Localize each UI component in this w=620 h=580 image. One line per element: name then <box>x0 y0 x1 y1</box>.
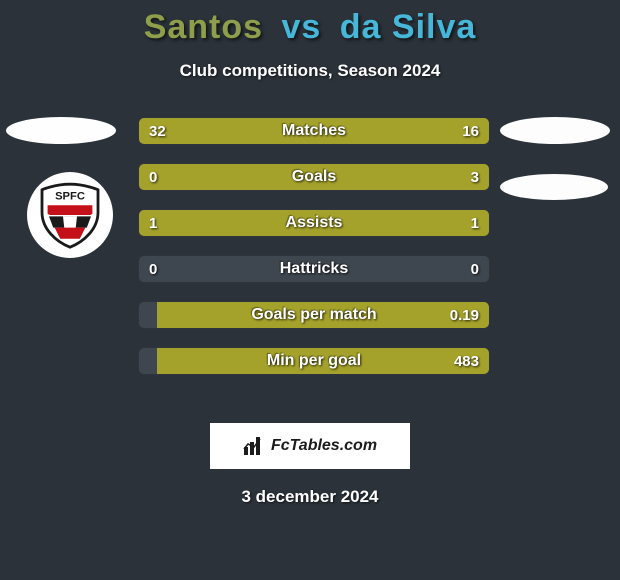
stat-value-right: 1 <box>461 210 489 236</box>
stat-row: Matches32 16 <box>138 117 490 145</box>
stat-row: Hattricks0 0 <box>138 255 490 283</box>
player1-avatar <box>6 117 116 144</box>
stat-row: Goals per match0.19 <box>138 301 490 329</box>
stat-value-right: 483 <box>444 348 489 374</box>
stat-value-left <box>139 302 159 328</box>
comparison-stage: SPFC Matches3216Goals03Assists11Hattrick… <box>0 117 620 407</box>
comparison-bars: Matches3216Goals03Assists11Hattricks00Go… <box>138 117 490 393</box>
chart-icon <box>243 436 265 456</box>
stat-value-left: 0 <box>139 164 167 190</box>
stat-label: Hattricks <box>139 256 489 282</box>
logo-text: SPFC <box>55 191 85 203</box>
vs-label: vs <box>282 8 322 46</box>
attribution-text: FcTables.com <box>271 437 377 455</box>
attribution-badge: FcTables.com <box>210 423 410 469</box>
stat-value-right: 0 <box>461 256 489 282</box>
player1-team-logo: SPFC <box>27 172 113 258</box>
player2-team-placeholder <box>500 174 608 200</box>
stat-value-left <box>139 348 159 374</box>
stat-value-left: 0 <box>139 256 167 282</box>
stat-value-right: 3 <box>461 164 489 190</box>
stat-label: Goals <box>139 164 489 190</box>
stat-label: Goals per match <box>139 302 489 328</box>
stat-row: Min per goal483 <box>138 347 490 375</box>
stat-value-left: 32 <box>139 118 176 144</box>
player2-name: da Silva <box>340 8 477 46</box>
stat-value-right: 16 <box>452 118 489 144</box>
shield-icon: SPFC <box>35 180 105 250</box>
comparison-title: Santos vs da Silva <box>0 0 620 47</box>
player1-name: Santos <box>144 8 263 46</box>
stat-value-left: 1 <box>139 210 167 236</box>
stat-label: Min per goal <box>139 348 489 374</box>
stat-value-right: 0.19 <box>440 302 489 328</box>
comparison-subtitle: Club competitions, Season 2024 <box>0 61 620 81</box>
stat-row: Goals0 3 <box>138 163 490 191</box>
player2-avatar <box>500 117 610 144</box>
stat-label: Matches <box>139 118 489 144</box>
footer-date: 3 december 2024 <box>0 487 620 507</box>
stat-label: Assists <box>139 210 489 236</box>
stat-row: Assists1 1 <box>138 209 490 237</box>
